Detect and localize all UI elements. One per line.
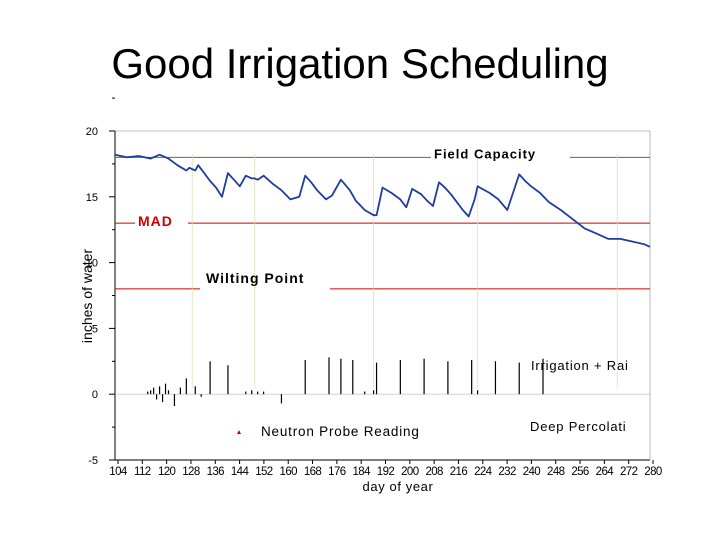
x-tick-label: 224 — [474, 466, 493, 478]
x-tick-label: 240 — [523, 466, 541, 478]
wilting-point-label: Wilting Point — [206, 270, 304, 286]
x-tick-label: 200 — [401, 466, 419, 478]
irrigation-label: Irrigation + Rai — [531, 358, 629, 373]
y-axis-title: inches of water — [79, 249, 95, 343]
x-tick-label: 264 — [596, 466, 615, 478]
y-tick-label: 20 — [86, 126, 98, 138]
x-tick-label: 128 — [182, 466, 200, 478]
x-tick-label: 216 — [450, 466, 468, 478]
x-tick-label: 272 — [620, 466, 638, 478]
y-tick-label: 0 — [92, 389, 98, 401]
x-tick-label: 248 — [547, 466, 565, 478]
x-tick-label: 280 — [644, 466, 662, 478]
x-tick-label: 120 — [158, 466, 176, 478]
x-tick-label: 232 — [498, 466, 516, 478]
x-tick-label: 208 — [425, 466, 443, 478]
deep-percolation-label: Deep Percolati — [530, 419, 626, 434]
x-tick-label: 112 — [134, 466, 151, 478]
x-tick-label: 192 — [377, 466, 395, 478]
field-capacity-label: Field Capacity — [434, 146, 536, 161]
mad-label: MAD — [138, 213, 173, 229]
x-tick-label: 160 — [280, 466, 298, 478]
x-tick-label: 144 — [231, 466, 250, 478]
x-tick-label: 168 — [304, 466, 322, 478]
y-tick-label: 5 — [92, 323, 98, 335]
neutron-probe-marker — [237, 430, 241, 434]
x-tick-label: 184 — [352, 466, 371, 478]
x-tick-label: 104 — [109, 466, 128, 478]
x-tick-label: 152 — [255, 466, 273, 478]
x-tick-label: 256 — [571, 466, 589, 478]
x-axis-title: day of year — [363, 479, 434, 494]
x-tick-label: 136 — [207, 466, 225, 478]
y-tick-label: 10 — [86, 258, 98, 270]
x-tick-label: 176 — [328, 466, 346, 478]
y-tick-label: 15 — [86, 192, 98, 204]
y-tick-label: -5 — [88, 455, 98, 467]
soil-water-line — [114, 153, 651, 248]
page-title: Good Irrigation Scheduling — [111, 40, 609, 87]
neutron-probe-label: Neutron Probe Reading — [261, 424, 420, 439]
